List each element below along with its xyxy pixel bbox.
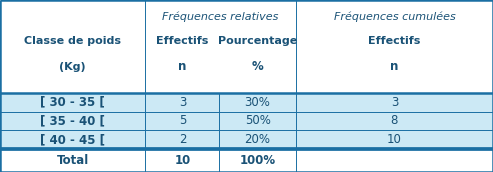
Text: Pourcentage: Pourcentage [218, 36, 297, 46]
Text: 5: 5 [179, 114, 186, 127]
Text: n: n [390, 60, 398, 73]
Text: Total: Total [57, 154, 89, 167]
Text: n: n [178, 60, 186, 73]
Text: 30%: 30% [245, 96, 271, 109]
Text: Fréquences cumulées: Fréquences cumulées [334, 12, 455, 22]
Bar [0, 149, 493, 172]
Text: %: % [252, 60, 263, 73]
Text: (Kg): (Kg) [59, 62, 86, 72]
Text: [ 40 - 45 [: [ 40 - 45 [ [40, 133, 105, 146]
Text: Effectifs: Effectifs [368, 36, 421, 46]
Text: 8: 8 [391, 114, 398, 127]
Text: 2: 2 [178, 133, 186, 146]
Text: [ 30 - 35 [: [ 30 - 35 [ [40, 96, 105, 109]
Bar [0, 93, 493, 149]
Text: 50%: 50% [245, 114, 271, 127]
Text: [ 35 - 40 [: [ 35 - 40 [ [40, 114, 105, 127]
Text: 100%: 100% [240, 154, 276, 167]
Text: Classe de poids: Classe de poids [24, 36, 121, 46]
Text: 10: 10 [387, 133, 402, 146]
Bar [0, 0, 493, 93]
Text: Fréquences relatives: Fréquences relatives [162, 12, 279, 22]
Text: 3: 3 [179, 96, 186, 109]
Text: 3: 3 [391, 96, 398, 109]
Text: 10: 10 [175, 154, 190, 167]
Text: 20%: 20% [245, 133, 271, 146]
Text: Effectifs: Effectifs [156, 36, 209, 46]
